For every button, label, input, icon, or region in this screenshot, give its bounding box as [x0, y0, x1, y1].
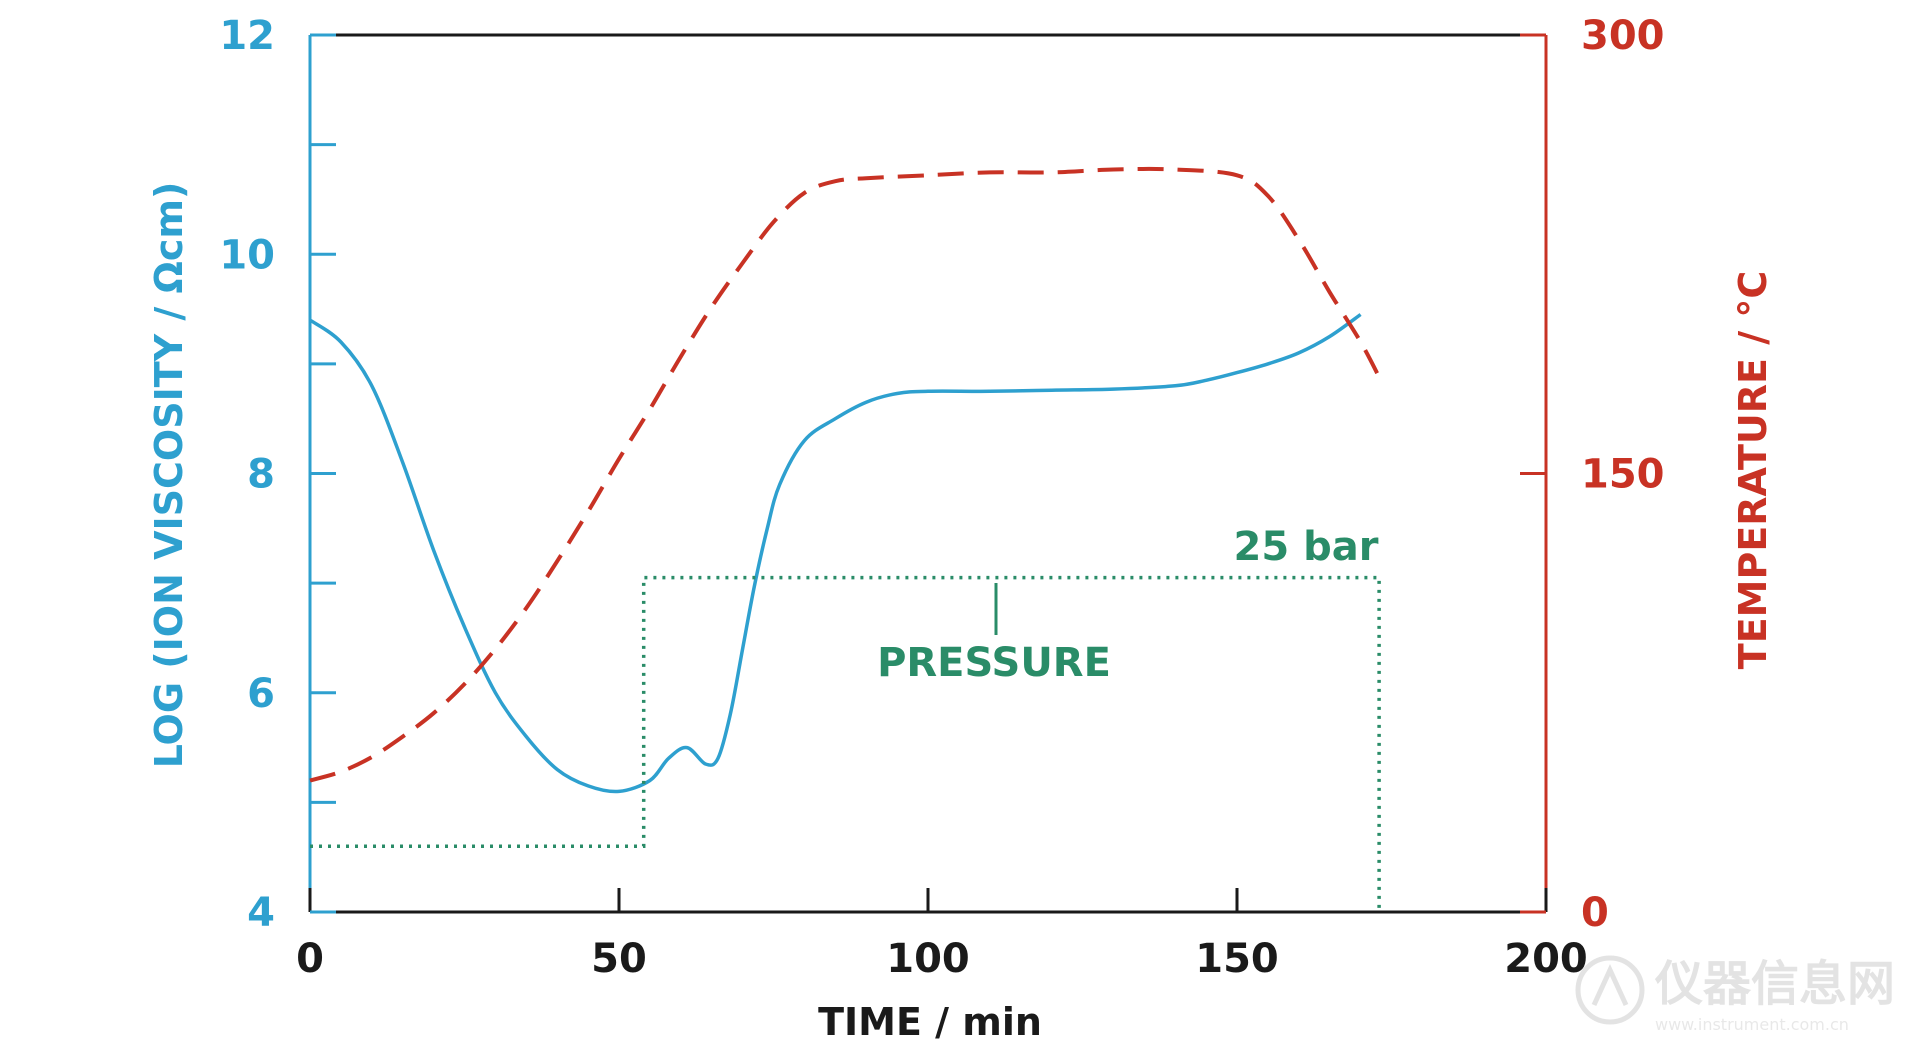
left-y-tick-label: 12 [219, 13, 275, 59]
right-y-axis-title: TEMPERATURE / °C [1731, 271, 1775, 669]
series-group [308, 166, 1381, 912]
right-y-tick-label: 0 [1581, 890, 1609, 936]
x-tick-label: 150 [1195, 936, 1279, 982]
left-y-tick-label: 4 [247, 890, 275, 936]
x-tick-label: 100 [886, 936, 970, 982]
x-tick-label: 0 [296, 936, 324, 982]
watermark-logo-icon [1575, 955, 1645, 1025]
right-y-tick-label: 150 [1581, 452, 1665, 498]
x-tick-label: 50 [591, 936, 647, 982]
left-y-tick-label: 10 [219, 232, 275, 278]
pressure-value-annotation: 25 bar [1234, 524, 1379, 570]
watermark: 仪器信息网 www.instrument.com.cn [1575, 955, 1895, 1034]
left-y-axis-title: LOG (ION VISCOSITY / Ωcm) [147, 182, 191, 769]
axes-group [308, 33, 1548, 914]
left-y-tick-label: 6 [247, 671, 275, 717]
right-y-tick-label: 300 [1581, 13, 1665, 59]
left-y-tick-label: 8 [247, 452, 275, 498]
ticks-group: 0 50 100 150 200 4 6 8 10 12 0 150 300 [219, 13, 1664, 982]
watermark-text: 仪器信息网 [1654, 956, 1895, 1012]
watermark-subtext: www.instrument.com.cn [1655, 1015, 1849, 1034]
pressure-series-line [310, 575, 1381, 912]
x-axis-title: TIME / min [818, 1000, 1042, 1044]
pressure-annotation-label: PRESSURE [877, 640, 1111, 686]
temperature-series-line [309, 166, 1381, 783]
x-tick-label: 200 [1504, 936, 1588, 982]
viscosity-series-line [308, 313, 1362, 794]
